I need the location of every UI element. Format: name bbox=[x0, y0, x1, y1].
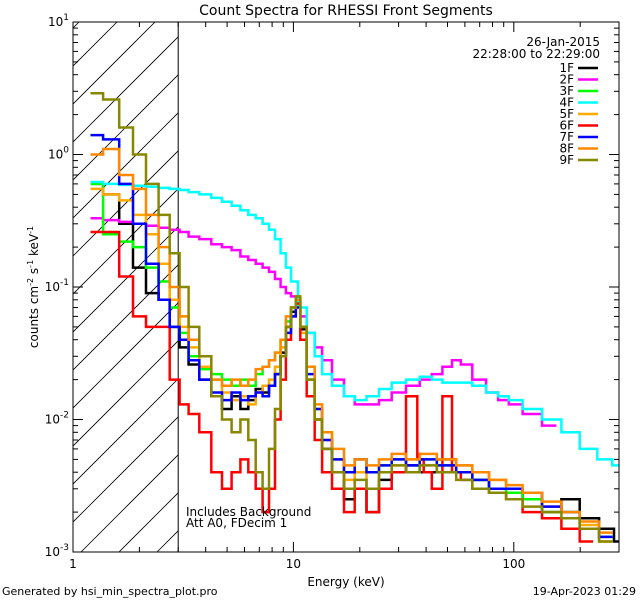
y-axis-ticks: 10-3 10-2 10-1 100 101 bbox=[45, 13, 619, 559]
hatch-line bbox=[73, 340, 179, 447]
legend-label-9F: 9F bbox=[559, 153, 574, 167]
hatch-line bbox=[73, 150, 179, 257]
annotation-line-1: Includes Background bbox=[186, 505, 311, 519]
legend-label-8F: 8F bbox=[559, 142, 574, 156]
hatch-line bbox=[80, 454, 179, 552]
y-tick-label: 101 bbox=[48, 13, 69, 29]
hatch-line bbox=[73, 188, 179, 295]
y-axis-label-exp: -2 bbox=[26, 278, 35, 286]
x-tick-label: 1 bbox=[69, 557, 77, 571]
y-tick-label: 10-1 bbox=[45, 278, 69, 294]
hatch-line bbox=[73, 302, 179, 409]
annotation-line-2: Att A0, FDecim 1 bbox=[186, 516, 287, 530]
chart-title: Count Spectra for RHESSI Front Segments bbox=[199, 3, 493, 19]
hatch-line bbox=[73, 378, 179, 485]
y-tick-label: 10-2 bbox=[45, 411, 69, 427]
y-axis-label-part: keV bbox=[27, 233, 41, 260]
x-tick-label: 100 bbox=[502, 557, 525, 571]
y-axis-label-exp: -1 bbox=[26, 260, 35, 268]
y-axis-label: counts cm-2 s-1 keV-1 bbox=[26, 226, 41, 348]
legend-label-6F: 6F bbox=[559, 119, 574, 133]
hatch-line bbox=[73, 22, 156, 105]
series-line-9F bbox=[90, 91, 613, 543]
y-tick-label: 10-3 bbox=[45, 543, 69, 559]
x-axis-label: Energy (keV) bbox=[307, 575, 384, 589]
legend-label-2F: 2F bbox=[559, 73, 574, 87]
footer-timestamp: 19-Apr-2023 01:29 bbox=[533, 585, 636, 598]
date-label: 26-Jan-2015 bbox=[526, 35, 600, 49]
hatch-line bbox=[73, 36, 179, 143]
y-tick-label: 100 bbox=[48, 146, 69, 162]
footer-generated-by: Generated by hsi_min_spectra_plot.pro bbox=[2, 585, 218, 598]
legend-label-4F: 4F bbox=[559, 96, 574, 110]
legend-label-7F: 7F bbox=[559, 130, 574, 144]
hatched-region bbox=[73, 22, 179, 552]
hatch-line bbox=[73, 226, 179, 333]
time-range-label: 22:28:00 to 22:29:00 bbox=[473, 47, 600, 61]
series-line-8F bbox=[90, 147, 613, 534]
hatch-line bbox=[73, 416, 179, 523]
y-axis-label-part: s bbox=[27, 268, 41, 278]
legend-label-5F: 5F bbox=[559, 107, 574, 121]
hatch-line bbox=[73, 264, 179, 371]
y-axis-label-part: counts cm bbox=[27, 286, 41, 348]
series-lines bbox=[90, 91, 619, 543]
series-line-2F bbox=[90, 217, 557, 427]
legend-label-1F: 1F bbox=[559, 61, 574, 75]
legend-label-3F: 3F bbox=[559, 84, 574, 98]
y-axis-label-exp: -1 bbox=[26, 226, 35, 234]
x-tick-label: 10 bbox=[286, 557, 301, 571]
x-axis-ticks: 1 10 100 bbox=[69, 22, 620, 571]
hatch-line bbox=[73, 22, 118, 67]
